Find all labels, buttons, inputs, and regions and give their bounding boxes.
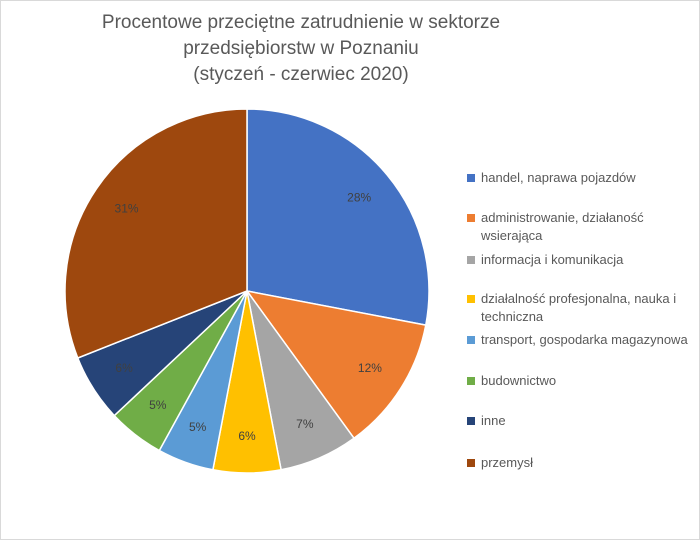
legend-item: administrowanie, działaność wsierająca [467,209,697,245]
pie-slice [245,289,427,440]
legend-item: budownictwo [467,372,556,390]
legend-swatch [467,459,475,467]
data-label: 12% [358,361,382,375]
legend-swatch [467,295,475,303]
legend-item: inne [467,412,506,430]
legend-item: transport, gospodarka magazynowa [467,331,688,349]
chart-title: przedsiębiorstw w Poznaniu [183,38,419,59]
legend-label: administrowanie, działaność wsierająca [481,210,644,243]
legend-swatch [467,174,475,182]
legend-swatch [467,256,475,264]
legend-swatch [467,214,475,222]
data-label: 31% [115,201,139,215]
pie-slice [64,108,248,359]
data-label: 5% [189,420,207,434]
data-label: 7% [296,417,314,431]
legend-item: działalność profesjonalna, nauka i techn… [467,290,697,326]
pie-slice [246,108,430,326]
data-label: 6% [115,361,133,375]
legend-label: inne [481,413,506,428]
data-label: 5% [149,398,167,412]
legend-item: handel, naprawa pojazdów [467,169,636,187]
legend-label: działalność profesjonalna, nauka i techn… [481,291,677,324]
legend-item: informacja i komunikacja [467,251,623,269]
legend-swatch [467,336,475,344]
legend-label: przemysł [481,455,534,470]
chart-title: Procentowe przeciętne zatrudnienie w sek… [102,12,500,33]
data-label: 28% [347,190,371,204]
legend-label: handel, naprawa pojazdów [481,170,636,185]
legend-swatch [467,417,475,425]
legend-swatch [467,377,475,385]
legend-label: budownictwo [481,373,557,388]
data-label: 6% [238,429,256,443]
legend-label: transport, gospodarka magazynowa [481,332,688,347]
chart-title: (styczeń - czerwiec 2020) [193,64,408,85]
legend-item: przemysł [467,454,533,472]
legend-label: informacja i komunikacja [481,252,624,267]
